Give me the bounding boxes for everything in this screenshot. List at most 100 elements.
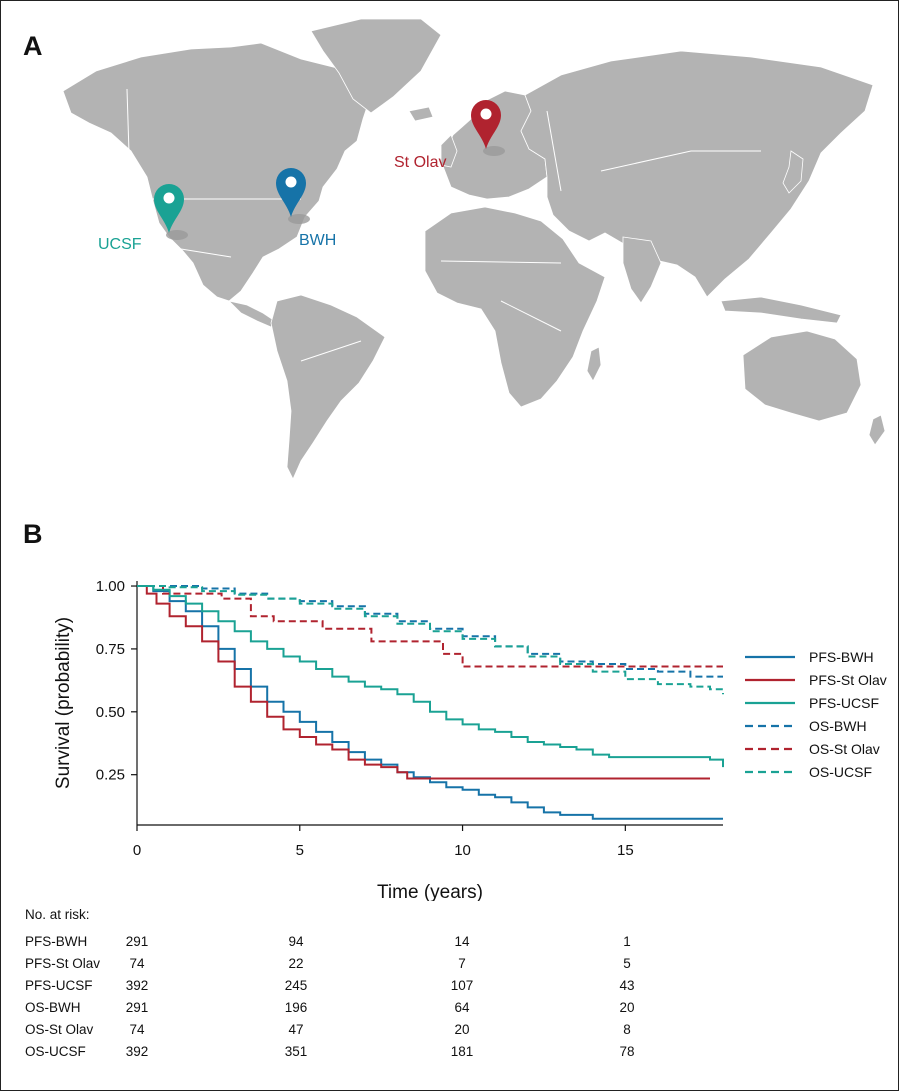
risk-table-title: No. at risk: <box>25 907 90 922</box>
australia <box>742 330 862 422</box>
map-pin-icon: UCSF <box>98 184 188 253</box>
legend-label: OS-UCSF <box>809 764 872 780</box>
y-tick-label: 0.25 <box>96 767 125 784</box>
south-america-border <box>300 340 362 362</box>
legend-label: PFS-St Olav <box>809 672 887 688</box>
africa-border-2 <box>500 300 562 332</box>
central-america <box>227 300 276 328</box>
risk-cell: 245 <box>284 978 308 993</box>
legend-label: PFS-BWH <box>809 649 874 665</box>
india <box>622 236 662 304</box>
y-tick-label: 1.00 <box>96 578 125 595</box>
risk-table-row: PFS-BWH 291 94 14 1 <box>25 934 885 954</box>
legend-label: PFS-UCSF <box>809 695 879 711</box>
southeast-asia-islands <box>720 296 842 324</box>
risk-row-name: PFS-UCSF <box>25 978 93 993</box>
pin-shadow <box>166 230 188 240</box>
risk-row-name: PFS-BWH <box>25 934 88 949</box>
risk-row-name: OS-UCSF <box>25 1044 86 1059</box>
legend-item: OS-BWH <box>745 718 867 734</box>
series-line-pfs-st-olav <box>137 585 710 780</box>
map-pin-icon: BWH <box>276 168 336 249</box>
y-axis-label: Survival (probability) <box>53 617 74 789</box>
risk-row-name: OS-BWH <box>25 1000 81 1015</box>
uk <box>440 134 458 168</box>
legend-item: OS-St Olav <box>745 741 880 757</box>
x-axis-label: Time (years) <box>377 882 483 901</box>
madagascar <box>586 346 602 382</box>
risk-cell: 8 <box>623 1022 631 1037</box>
risk-cell: 22 <box>288 956 304 971</box>
site-label: BWH <box>299 232 336 249</box>
legend-label: OS-St Olav <box>809 741 880 757</box>
risk-cell: 94 <box>288 934 304 949</box>
x-tick-label: 5 <box>296 842 304 859</box>
risk-row-name: OS-St Olav <box>25 1022 94 1037</box>
risk-table-row: OS-UCSF 392 351 181 78 <box>25 1044 885 1064</box>
pin-body <box>154 184 184 233</box>
south-america <box>270 294 386 480</box>
legend-item: PFS-BWH <box>745 649 874 665</box>
x-tick-label: 0 <box>133 842 141 859</box>
china-border <box>600 150 761 172</box>
north-america <box>62 42 374 302</box>
x-tick-label: 10 <box>454 842 471 859</box>
legend-item: PFS-St Olav <box>745 672 887 688</box>
survival-chart: 1.00 0.75 0.50 0.25 0 5 10 15 Time (years) Surviv… <box>53 578 887 901</box>
new-zealand <box>868 414 886 446</box>
risk-cell: 78 <box>619 1044 635 1059</box>
legend-item: OS-UCSF <box>745 764 872 780</box>
panel-a-label: A <box>23 31 43 61</box>
pin-shadow <box>288 214 310 224</box>
series-line-pfs-ucsf <box>137 585 724 768</box>
series-line-os-st-olav <box>137 585 723 668</box>
risk-table-row: OS-St Olav 74 47 20 8 <box>25 1022 885 1042</box>
risk-table-row: OS-BWH 291 196 64 20 <box>25 1000 885 1020</box>
risk-cell: 7 <box>458 956 466 971</box>
risk-cell: 291 <box>125 1000 149 1015</box>
risk-cell: 14 <box>454 934 470 949</box>
y-tick-label: 0.50 <box>96 704 125 721</box>
risk-cell: 74 <box>129 1022 145 1037</box>
pin-body <box>471 100 501 149</box>
panel-b-label: B <box>23 519 43 549</box>
risk-table-row: PFS-St Olav 74 22 7 5 <box>25 956 885 976</box>
pin-dot <box>480 108 492 120</box>
africa <box>424 206 606 408</box>
pin-dot <box>285 176 297 188</box>
europe-asia-border <box>546 110 562 192</box>
risk-cell: 291 <box>125 934 149 949</box>
risk-cell: 392 <box>125 978 149 993</box>
iceland <box>408 106 434 122</box>
asia <box>520 50 874 298</box>
x-tick-label: 15 <box>617 842 634 859</box>
risk-cell: 107 <box>450 978 474 993</box>
site-label: UCSF <box>98 236 142 253</box>
risk-cell: 20 <box>619 1000 635 1015</box>
mexico-border <box>180 248 232 258</box>
legend-label: OS-BWH <box>809 718 867 734</box>
risk-table-row: PFS-UCSF 392 245 107 43 <box>25 978 885 998</box>
y-tick-label: 0.75 <box>96 641 125 658</box>
risk-cell: 181 <box>450 1044 474 1059</box>
risk-cell: 196 <box>284 1000 308 1015</box>
risk-row-name: PFS-St Olav <box>25 956 101 971</box>
site-label: St Olav <box>394 154 446 171</box>
series-line-os-ucsf <box>137 585 724 695</box>
japan <box>782 150 804 194</box>
greenland <box>310 18 442 114</box>
legend-item: PFS-UCSF <box>745 695 879 711</box>
africa-border-1 <box>440 260 562 264</box>
map-pin-icon: St Olav <box>394 100 505 171</box>
risk-cell: 47 <box>288 1022 304 1037</box>
risk-cell: 5 <box>623 956 631 971</box>
pin-shadow <box>483 146 505 156</box>
pin-dot <box>163 192 175 204</box>
land-masses <box>62 18 886 480</box>
risk-cell: 1 <box>623 934 631 949</box>
risk-cell: 392 <box>125 1044 149 1059</box>
risk-cell: 74 <box>129 956 145 971</box>
risk-cell: 351 <box>284 1044 308 1059</box>
pin-body <box>276 168 306 217</box>
